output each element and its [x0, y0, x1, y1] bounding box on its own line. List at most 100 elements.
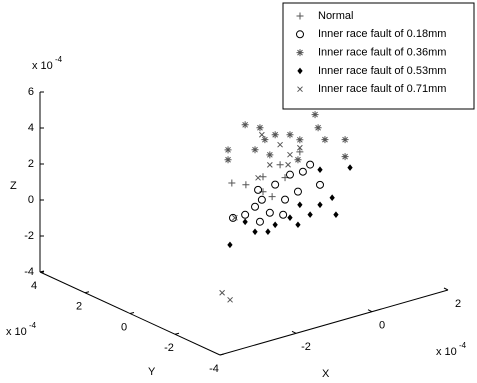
point	[341, 136, 349, 144]
y-axis-label: Y	[148, 366, 156, 378]
point	[242, 218, 248, 226]
point	[224, 156, 232, 164]
y-tick	[84, 291, 90, 294]
multiplier-exponent: -4	[55, 55, 63, 64]
point	[241, 210, 250, 219]
point	[257, 195, 266, 204]
multiplier-base: x 10	[6, 326, 27, 338]
point	[228, 213, 237, 222]
point	[254, 185, 263, 194]
multiplier-exponent: -4	[29, 321, 37, 330]
point	[295, 221, 301, 229]
x-multiplier: x 10-4	[436, 341, 467, 358]
legend-box	[282, 2, 475, 110]
point	[294, 156, 302, 164]
point	[227, 241, 233, 249]
point	[266, 162, 273, 168]
point	[232, 214, 238, 221]
point	[251, 146, 259, 154]
y-tick-label: -2	[164, 342, 174, 354]
legend-marker	[297, 86, 303, 93]
y-tick	[39, 270, 45, 273]
y-tick-label: 2	[76, 301, 82, 313]
point	[259, 173, 267, 181]
legend-marker	[297, 67, 303, 75]
point	[219, 289, 225, 296]
point	[271, 131, 279, 139]
y-tick	[129, 312, 135, 314]
legend-label: Inner race fault of 0.36mm	[318, 47, 446, 59]
point	[285, 170, 294, 179]
point	[297, 144, 303, 151]
point	[333, 211, 339, 218]
point	[317, 166, 323, 173]
point	[227, 296, 233, 303]
point	[251, 202, 260, 211]
multiplier-exponent: -4	[459, 341, 467, 350]
y-tick-label: -4	[209, 363, 219, 375]
point	[307, 211, 313, 218]
legend-label: Inner race fault of 0.71mm	[318, 83, 446, 95]
point	[287, 214, 293, 221]
x-tick-label: 2	[455, 298, 461, 310]
z-axis-label: Z	[10, 180, 17, 192]
point	[316, 180, 324, 189]
point	[252, 228, 258, 236]
z-tick-label: 6	[28, 86, 34, 98]
point	[296, 136, 304, 144]
z-tick-label: -2	[24, 230, 34, 242]
point	[255, 217, 264, 226]
point	[241, 121, 249, 129]
x-tick-label: 0	[379, 320, 385, 332]
y-tick-label: 4	[31, 280, 37, 292]
legend-label: Normal	[318, 10, 353, 22]
point	[255, 174, 261, 181]
point	[285, 161, 291, 168]
point	[286, 131, 294, 139]
point	[268, 193, 276, 201]
x-tick	[367, 309, 373, 313]
point	[277, 141, 283, 148]
point	[314, 124, 322, 132]
point	[306, 160, 315, 169]
z-tick-label: 4	[28, 122, 34, 134]
point	[281, 195, 290, 204]
point	[265, 228, 271, 235]
x-tick	[443, 287, 449, 291]
point	[321, 136, 329, 144]
point	[224, 146, 232, 154]
legend-label: Inner race fault of 0.53mm	[318, 65, 446, 77]
y-tick-label: 0	[121, 321, 127, 333]
point	[341, 153, 349, 161]
y-multiplier: x 10-4	[6, 321, 37, 338]
point	[329, 194, 335, 202]
point	[298, 167, 307, 176]
x-tick	[291, 330, 297, 334]
multiplier-base: x 10	[436, 346, 457, 358]
point	[242, 181, 250, 189]
legend-marker	[296, 30, 304, 39]
point	[265, 208, 274, 217]
legend-label: Inner race fault of 0.18mm	[318, 28, 446, 40]
point	[279, 210, 288, 219]
multiplier-base: x 10	[32, 60, 53, 72]
point	[272, 221, 278, 229]
point	[276, 161, 284, 169]
z-multiplier: x 10-4	[32, 55, 63, 72]
y-tick	[219, 353, 225, 356]
point	[271, 180, 280, 189]
point	[261, 136, 269, 144]
point	[311, 111, 319, 119]
point	[293, 187, 302, 196]
x-axis-label: X	[322, 368, 330, 380]
point	[256, 124, 264, 132]
point	[259, 131, 265, 138]
point	[296, 148, 304, 156]
legend-marker	[296, 49, 304, 57]
x-axis	[219, 289, 449, 356]
legend-marker	[296, 12, 304, 20]
point	[287, 151, 293, 158]
z-tick-label: 0	[28, 194, 34, 206]
